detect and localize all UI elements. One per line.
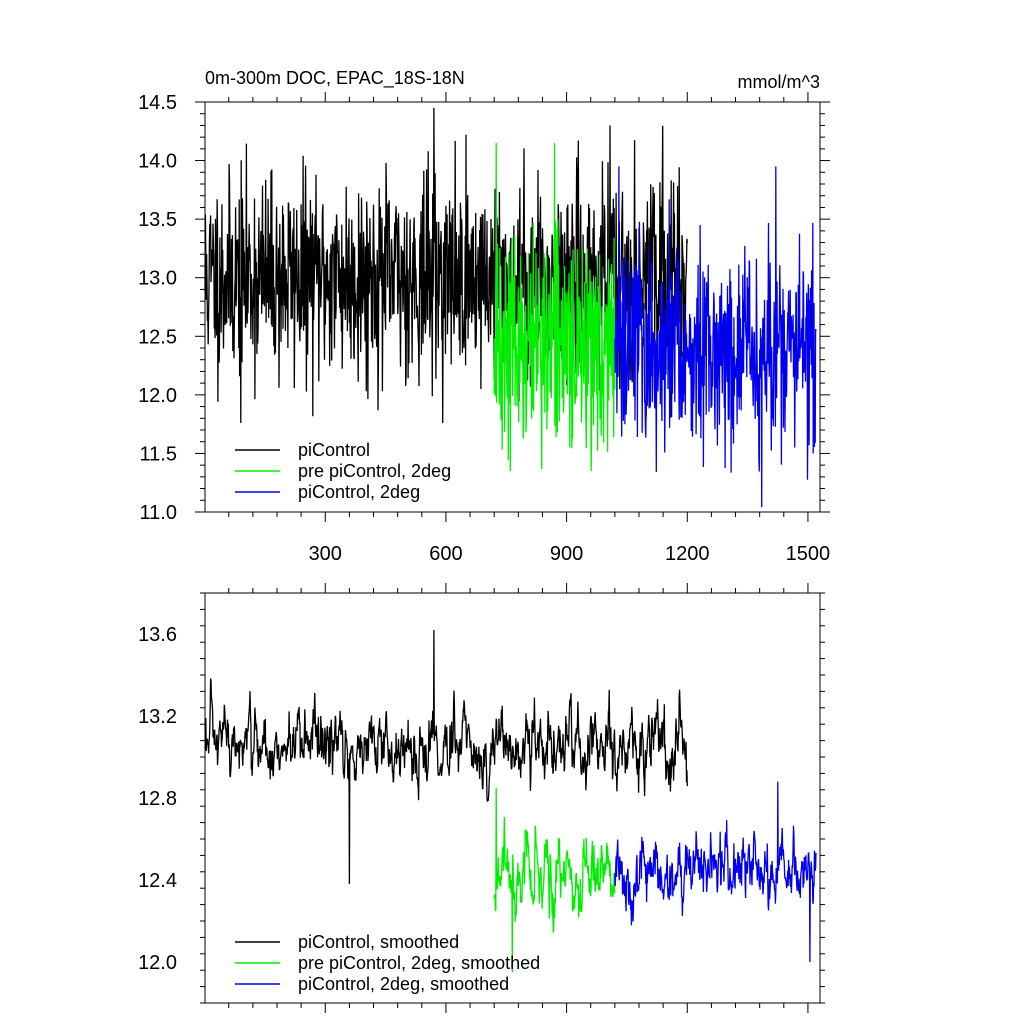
bottom-plot-frame [204,592,821,1004]
x-tick-label: 300 [309,543,342,565]
bottom-series-group [204,629,817,973]
bottom-ticks-group: 12.0 12.4 12.8 13.2 13.6 [138,583,825,1013]
y-tick-label: 14.0 [138,151,177,173]
y-tick-label: 12.0 [138,952,177,974]
units-label: mmol/m^3 [738,72,820,92]
series-line-2 [614,166,817,508]
top-series-group [204,107,817,508]
x-tick-label: 1500 [786,543,831,565]
y-tick-label: 13.0 [138,268,177,290]
legend-label-1: pre piControl, 2deg, smoothed [298,953,540,973]
x-tick-label: 1200 [665,543,710,565]
bottom-panel: 12.0 12.4 12.8 13.2 13.6 piControl, smoothed… [138,583,825,1013]
series-line-1 [493,787,616,973]
y-tick-label: 14.5 [138,92,177,114]
chart-title: 0m-300m DOC, EPAC_18S-18N [205,68,465,89]
legend-label-0: piControl [298,440,370,460]
y-tick-label: 12.8 [138,788,177,810]
series-line-0 [204,629,688,885]
series-line-2 [614,781,817,963]
y-tick-label: 11.5 [140,443,177,465]
x-tick-label: 900 [550,543,583,565]
series-line-1 [493,142,616,472]
legend-label-2: piControl, 2deg, smoothed [298,974,509,994]
y-tick-label: 12.5 [138,326,177,348]
top-ticks-group: 11.0 11.5 12.0 12.5 13.0 13.5 14.0 14.5 300 600 90… [138,92,830,565]
y-tick-label: 13.5 [138,209,177,231]
top-plot-frame [204,101,821,513]
y-tick-label: 13.6 [138,624,177,646]
y-tick-label: 12.4 [138,870,177,892]
y-tick-label: 13.2 [138,706,177,728]
top-panel: 0m-300m DOC, EPAC_18S-18N mmol/m^3 11.01… [138,68,830,565]
x-tick-label: 600 [429,543,462,565]
y-tick-label: 12.0 [138,385,177,407]
legend-label-2: piControl, 2deg [298,482,420,502]
legend-label-1: pre piControl, 2deg [298,461,451,481]
y-tick-label: 11.0 [140,502,177,524]
legend-label-0: piControl, smoothed [298,932,459,952]
